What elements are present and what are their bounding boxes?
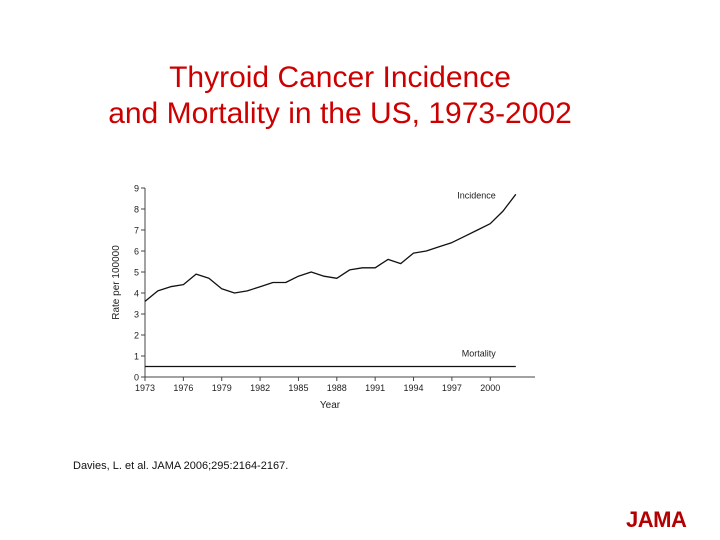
y-tick-label: 4 <box>134 289 139 299</box>
slide-title-line-2: and Mortality in the US, 1973-2002 <box>108 97 572 130</box>
x-tick-label: 1988 <box>327 383 347 393</box>
x-tick-label: 1994 <box>404 383 424 393</box>
y-tick-label: 3 <box>134 310 139 320</box>
series-label-mortality: Mortality <box>462 349 497 359</box>
slide-title-line-1: Thyroid Cancer Incidence <box>169 61 511 94</box>
y-tick-label: 8 <box>134 205 139 215</box>
series-label-incidence: Incidence <box>457 190 496 200</box>
x-tick-label: 1979 <box>212 383 232 393</box>
x-axis-label: Year <box>320 400 341 411</box>
slide-title: Thyroid Cancer Incidence and Mortality i… <box>60 60 620 132</box>
x-tick-label: 1991 <box>365 383 385 393</box>
x-tick-label: 1976 <box>173 383 193 393</box>
y-tick-label: 7 <box>134 226 139 236</box>
y-tick-label: 0 <box>134 373 139 383</box>
y-axis-label: Rate per 100000 <box>111 245 122 320</box>
citation: Davies, L. et al. JAMA 2006;295:2164-216… <box>73 460 289 472</box>
y-tick-label: 9 <box>134 184 139 194</box>
x-tick-label: 1973 <box>135 383 155 393</box>
y-tick-label: 2 <box>134 331 139 341</box>
x-tick-label: 1997 <box>442 383 462 393</box>
line-chart: 0 1 2 3 4 5 6 7 8 9 1973 1976 1979 1982 1985 1988 1991 19… <box>111 184 535 411</box>
x-tick-label: 1985 <box>288 383 308 393</box>
x-tick-label: 2000 <box>480 383 500 393</box>
y-tick-label: 6 <box>134 247 139 257</box>
y-tick-label: 1 <box>134 352 139 362</box>
jama-logo: JAMA <box>626 507 687 532</box>
series-line-incidence <box>144 193 517 302</box>
x-tick-label: 1982 <box>250 383 270 393</box>
y-tick-label: 5 <box>134 268 139 278</box>
